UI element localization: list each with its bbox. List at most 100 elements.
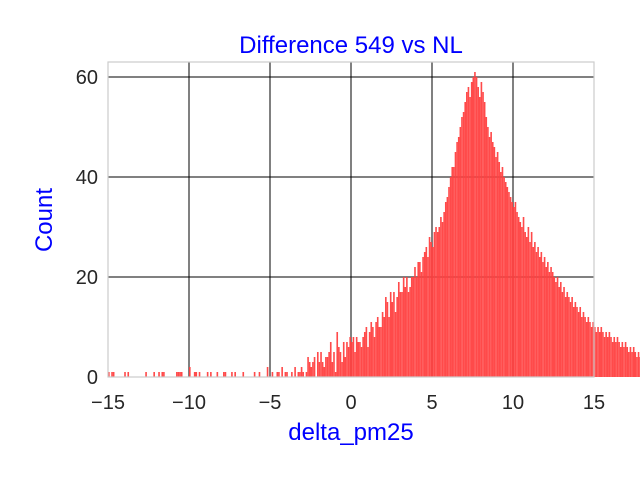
histogram-bar bbox=[542, 262, 544, 377]
histogram-bar bbox=[388, 317, 390, 377]
x-tick-labels: −15 −10 −5 0 5 10 15 bbox=[91, 392, 605, 414]
histogram-bar bbox=[603, 337, 606, 377]
histogram-bar bbox=[605, 332, 607, 377]
histogram-bar bbox=[550, 267, 552, 377]
histogram-bar bbox=[401, 292, 403, 377]
histogram-bar bbox=[590, 327, 593, 377]
histogram-bar bbox=[344, 357, 347, 377]
histogram-bar bbox=[538, 257, 541, 377]
histogram-bar bbox=[422, 257, 424, 377]
histogram-bar bbox=[177, 372, 180, 377]
histogram-bar bbox=[391, 302, 394, 377]
histogram-bar bbox=[313, 357, 316, 377]
histogram-bar bbox=[480, 82, 483, 377]
histogram-bar bbox=[375, 322, 377, 377]
histogram-bar bbox=[436, 232, 439, 377]
histogram-bar bbox=[318, 362, 321, 377]
histogram-bar bbox=[163, 372, 165, 377]
histogram-bar bbox=[321, 362, 324, 377]
y-tick-label: 0 bbox=[87, 367, 98, 389]
histogram-bar bbox=[430, 242, 432, 377]
histogram-bar bbox=[569, 302, 572, 377]
histogram-bar bbox=[394, 312, 397, 377]
histogram-bar bbox=[496, 152, 499, 377]
histogram-bar bbox=[300, 367, 303, 377]
histogram-bar bbox=[498, 162, 501, 377]
histogram-bar bbox=[615, 342, 617, 377]
histogram-bar bbox=[474, 72, 476, 377]
histogram-bar bbox=[234, 372, 236, 377]
histogram-bar bbox=[551, 272, 554, 377]
histogram-bar bbox=[483, 102, 486, 377]
histogram-bar bbox=[342, 342, 345, 377]
histogram-bar bbox=[527, 227, 530, 377]
histogram-bar bbox=[420, 272, 423, 377]
histogram-bar bbox=[281, 367, 283, 377]
histogram-bar bbox=[402, 277, 405, 377]
histogram-bar bbox=[470, 82, 473, 377]
histogram-bar bbox=[606, 337, 609, 377]
histogram-bar bbox=[376, 317, 379, 377]
histogram-bar bbox=[189, 367, 191, 377]
histogram-bar bbox=[176, 372, 178, 377]
histogram-bar bbox=[495, 157, 497, 377]
histogram-bar bbox=[509, 197, 512, 377]
histogram-bar bbox=[545, 267, 548, 377]
histogram-bar bbox=[334, 372, 337, 377]
histogram-bar bbox=[385, 297, 387, 377]
histogram-bar bbox=[307, 357, 309, 377]
histogram-bar bbox=[336, 332, 339, 377]
histogram-bar bbox=[568, 297, 570, 377]
histogram-bar bbox=[500, 172, 502, 377]
histogram-bar bbox=[224, 372, 227, 377]
histogram-bar bbox=[621, 342, 624, 377]
histogram-bar bbox=[305, 372, 308, 377]
histogram-bar bbox=[312, 362, 314, 377]
histogram-bar bbox=[553, 277, 556, 377]
histogram-bar bbox=[634, 352, 637, 377]
histogram-bar bbox=[482, 92, 484, 377]
histogram-bar bbox=[346, 342, 348, 377]
histogram-bar bbox=[556, 277, 559, 377]
histogram-bar bbox=[278, 372, 280, 377]
histogram-bar bbox=[352, 337, 355, 377]
histogram-bar bbox=[626, 347, 629, 377]
histogram-bar bbox=[444, 202, 447, 377]
histogram-bar bbox=[333, 352, 335, 377]
histogram-bar bbox=[602, 332, 604, 377]
histogram-bar bbox=[338, 347, 340, 377]
histogram-bar bbox=[329, 342, 332, 377]
histogram-bar bbox=[453, 167, 455, 377]
histogram-bar bbox=[302, 372, 305, 377]
histogram-bar bbox=[535, 252, 538, 377]
histogram-bar bbox=[414, 267, 416, 377]
histogram-bar bbox=[540, 252, 543, 377]
histogram-bar bbox=[576, 307, 578, 377]
histogram-bar bbox=[636, 357, 638, 377]
histogram-bar bbox=[316, 352, 319, 377]
histogram-bar bbox=[415, 277, 418, 377]
histogram-bar bbox=[409, 287, 411, 377]
histogram-bar bbox=[462, 112, 465, 377]
histogram-bar bbox=[446, 197, 449, 377]
histogram-bar bbox=[433, 232, 436, 377]
histogram-bar bbox=[623, 347, 625, 377]
histogram-bar bbox=[534, 242, 536, 377]
histogram-bar bbox=[532, 247, 535, 377]
histogram-bar bbox=[594, 327, 596, 377]
histogram-bar bbox=[242, 372, 245, 377]
histogram-bar bbox=[595, 332, 598, 377]
histogram-bar bbox=[485, 117, 488, 377]
histogram-bar bbox=[397, 282, 400, 377]
histogram-bar bbox=[530, 232, 533, 377]
x-tick-label: 0 bbox=[345, 392, 356, 414]
histogram-bar bbox=[349, 337, 351, 377]
histogram-bar bbox=[516, 212, 518, 377]
histogram-bar bbox=[579, 307, 582, 377]
histogram-bar bbox=[291, 372, 293, 377]
histogram-bar bbox=[328, 352, 330, 377]
histogram-bar bbox=[410, 277, 413, 377]
histogram-bar bbox=[613, 337, 616, 377]
histogram-bar bbox=[368, 332, 371, 377]
histogram-bar bbox=[406, 277, 408, 377]
